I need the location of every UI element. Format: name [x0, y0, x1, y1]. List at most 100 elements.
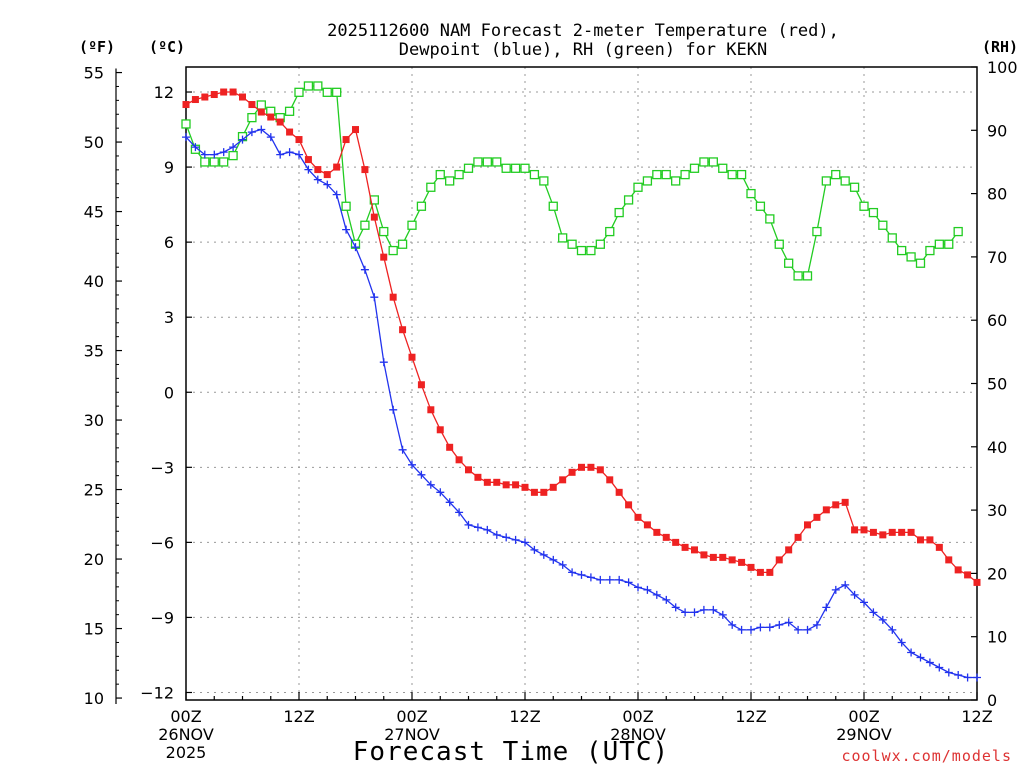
- temperature-point: [691, 546, 698, 554]
- rh-point: [727, 169, 737, 180]
- dewpoint-point: [784, 618, 793, 627]
- temperature-point: [841, 498, 849, 506]
- dewpoint-point: [841, 580, 850, 589]
- dewpoint-point: [747, 625, 755, 634]
- rh-point: [784, 258, 794, 268]
- dewpoint-point: [229, 143, 238, 152]
- rh-point: [802, 271, 813, 281]
- temperature-point: [738, 558, 746, 566]
- time-tick-label: 00Z: [622, 707, 653, 726]
- fahrenheit-tick-label: 50: [84, 133, 104, 152]
- temperature-point: [370, 213, 378, 221]
- dewpoint-point: [210, 150, 219, 159]
- temperature-point: [935, 543, 943, 551]
- rh-point: [426, 182, 436, 192]
- temperature-point: [954, 566, 962, 574]
- rh-point: [812, 226, 822, 237]
- chart-title-line: Dewpoint (blue), RH (green) for KEKN: [399, 40, 767, 60]
- rh-point: [284, 106, 295, 116]
- temperature-point: [512, 481, 520, 489]
- series-layer: [181, 81, 981, 682]
- credit-text: coolwx.com/models: [841, 747, 1012, 765]
- rh-point: [228, 150, 238, 161]
- celsius-tick-label: 9: [164, 158, 174, 177]
- dewpoint-point: [464, 520, 473, 529]
- dewpoint-point: [765, 623, 774, 632]
- dewpoint-point: [803, 625, 812, 634]
- rh-unit-label: (RH): [982, 38, 1018, 56]
- rh-point: [294, 87, 304, 97]
- celsius-tick-label: −6: [150, 533, 174, 552]
- temperature-point: [964, 571, 972, 579]
- rh-point: [859, 201, 869, 211]
- rh-tick-label: 40: [987, 438, 1007, 457]
- chart-footer: Forecast Time (UTC) coolwx.com/models: [353, 737, 1012, 767]
- dewpoint-point: [304, 165, 313, 174]
- fahrenheit-tick-label: 10: [84, 689, 104, 708]
- dewpoint-point: [794, 625, 803, 634]
- fahrenheit-tick-label: 20: [84, 550, 104, 569]
- time-tick-label: 12Z: [735, 707, 766, 726]
- chart-titles: 2025112600 NAM Forecast 2-meter Temperat…: [327, 21, 839, 60]
- dewpoint-point: [831, 585, 840, 594]
- temperature-point: [239, 93, 246, 101]
- dewpoint-point: [916, 653, 925, 662]
- temperature-point: [625, 501, 633, 509]
- dewpoint-point: [200, 150, 209, 159]
- dewpoint-point: [577, 570, 586, 579]
- temperature-point: [267, 113, 275, 121]
- dewpoint-point: [360, 265, 369, 274]
- rh-point: [680, 169, 690, 180]
- time-tick-label: 29NOV: [836, 725, 892, 744]
- temperature-point: [436, 426, 444, 434]
- dewpoint-point: [709, 605, 718, 614]
- dewpoint-point: [295, 150, 303, 159]
- temperature-point: [653, 528, 661, 536]
- rh-point: [445, 176, 455, 186]
- dewpoint-point: [426, 480, 435, 489]
- rh-tick-label: 50: [987, 375, 1007, 394]
- dewpoint-point: [257, 125, 266, 134]
- rh-point: [416, 201, 427, 211]
- rh-point: [510, 163, 521, 173]
- dewpoint-point: [662, 595, 671, 604]
- rh-point: [181, 119, 191, 129]
- celsius-tick-label: 0: [164, 383, 174, 402]
- temperature-point: [229, 88, 237, 96]
- rh-tick-label: 90: [987, 121, 1007, 140]
- fahrenheit-tick-label: 30: [84, 411, 104, 430]
- temperature-point: [182, 101, 190, 109]
- dewpoint-point: [944, 668, 953, 677]
- rh-point: [473, 157, 483, 167]
- rh-point: [520, 163, 530, 173]
- plot-frame: [185, 66, 978, 701]
- temperature-point: [587, 463, 595, 471]
- dewpoint-point: [907, 648, 916, 657]
- dewpoint-point: [728, 620, 737, 629]
- temperature-point: [888, 528, 896, 536]
- rh-point: [501, 163, 511, 173]
- dewpoint-point: [445, 498, 454, 507]
- temperature-point: [427, 406, 435, 414]
- rh-point: [407, 220, 417, 230]
- rh-point: [689, 163, 700, 173]
- rh-point: [671, 176, 681, 186]
- temperature-point: [455, 456, 463, 464]
- rh-point: [567, 239, 577, 249]
- dewpoint-point: [596, 575, 605, 584]
- dewpoint-point: [775, 620, 784, 629]
- dewpoint-point: [850, 590, 859, 599]
- dewpoint-point: [605, 575, 614, 584]
- temperature-point: [549, 483, 557, 491]
- celsius-tick-label: −12: [140, 683, 174, 702]
- temperature-point: [530, 488, 538, 496]
- rh-point: [247, 112, 257, 123]
- rh-point: [849, 182, 860, 192]
- dewpoint-point: [690, 608, 699, 617]
- temperature-point: [220, 88, 228, 96]
- dewpoint-point: [699, 605, 708, 614]
- rh-point: [219, 157, 229, 167]
- rh-point: [878, 220, 888, 230]
- temperature-point: [342, 136, 350, 144]
- rh-point: [322, 87, 332, 97]
